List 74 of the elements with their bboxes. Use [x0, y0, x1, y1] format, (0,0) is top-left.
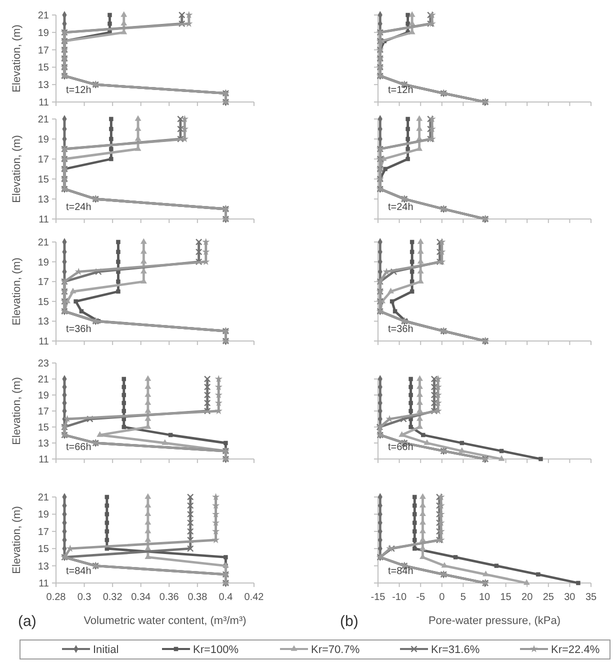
x-tick-label: -5 — [416, 592, 426, 603]
x-tick-label: 5 — [460, 592, 466, 603]
annotation: t=66h — [388, 442, 414, 453]
legend-label: Kr=22.4% — [551, 644, 600, 656]
y-axis-title: Elevation, (m) — [11, 377, 23, 445]
x-tick-label: 0.36 — [159, 592, 180, 603]
x-tick-label: 0.32 — [102, 592, 123, 603]
y-tick-label: 17 — [38, 277, 50, 288]
x-tick-label: 0.34 — [131, 592, 152, 603]
y-axis-title: Elevation, (m) — [11, 506, 23, 574]
y-tick-label: 13 — [38, 316, 50, 328]
x-tick-label: -15 — [370, 592, 386, 603]
x-tick-label: -10 — [392, 592, 407, 603]
x-tick-label: 0.3 — [77, 592, 92, 603]
x-tick-label: 0.28 — [46, 592, 66, 603]
x-tick-label: 15 — [500, 592, 512, 603]
x-tick-label: 20 — [522, 592, 534, 603]
annotation: t=24h — [388, 202, 414, 213]
y-tick-label: 17 — [38, 154, 50, 166]
y-tick-label: 15 — [38, 296, 50, 308]
y-tick-label: 21 — [38, 114, 50, 126]
y-tick-label: 21 — [38, 238, 50, 248]
y-tick-label: 13 — [38, 438, 50, 450]
annotation: t=12h — [388, 85, 414, 96]
annotation: t=36h — [66, 324, 92, 335]
annotation: t=12h — [66, 85, 92, 96]
annotation: t=24h — [66, 202, 92, 213]
y-tick-label: 19 — [38, 510, 50, 521]
y-tick-label: 17 — [38, 406, 50, 418]
y-tick-label: 19 — [38, 390, 50, 402]
y-tick-label: 19 — [38, 134, 50, 146]
y-tick-label: 11 — [38, 214, 50, 226]
y-tick-label: 17 — [38, 45, 50, 56]
x-axis-title: Pore-water pressure, (kPa) — [428, 615, 561, 627]
y-tick-label: 13 — [38, 80, 50, 92]
legend-label: Kr=31.6% — [431, 644, 480, 656]
y-tick-label: 15 — [38, 422, 50, 434]
legend-label: Initial — [93, 644, 119, 656]
text: (a) — [18, 613, 36, 630]
x-tick-label: 25 — [542, 592, 554, 603]
y-tick-label: 15 — [38, 174, 50, 186]
x-tick-label: 30 — [564, 592, 576, 603]
x-tick-label: 35 — [585, 592, 597, 603]
y-tick-label: 19 — [38, 28, 50, 39]
y-tick-label: 19 — [38, 257, 50, 268]
y-tick-label: 21 — [38, 374, 50, 386]
legend-label: Kr=70.7% — [311, 644, 360, 656]
x-tick-label: 10 — [478, 592, 490, 603]
y-tick-label: 11 — [38, 336, 50, 348]
x-tick-label: 0.42 — [244, 592, 264, 603]
x-tick-label: 0 — [439, 592, 446, 603]
x-tick-label: 0.4 — [218, 592, 234, 603]
y-tick-label: 11 — [38, 98, 50, 108]
y-axis-title: Elevation, (m) — [11, 24, 23, 92]
annotation: t=84h — [388, 566, 414, 577]
y-tick-label: 21 — [38, 10, 50, 22]
y-tick-label: 11 — [38, 578, 50, 590]
annotation: t=84h — [66, 566, 92, 577]
y-tick-label: 13 — [38, 194, 50, 206]
y-tick-label: 23 — [38, 358, 50, 370]
y-tick-label: 17 — [38, 526, 50, 538]
y-tick-label: 15 — [38, 62, 50, 74]
annotation: t=36h — [388, 324, 414, 335]
y-tick-label: 15 — [38, 544, 50, 556]
x-axis-title: Volumetric water content, (m³/m³) — [84, 615, 246, 627]
legend-label: Kr=100% — [193, 644, 239, 656]
y-tick-label: 13 — [38, 561, 50, 572]
y-tick-label: 11 — [38, 454, 50, 466]
text: (b) — [340, 613, 358, 630]
x-tick-label: 0.38 — [188, 592, 208, 603]
y-axis-title: Elevation, (m) — [11, 258, 23, 326]
y-tick-label: 21 — [38, 492, 50, 504]
y-axis-title: Elevation, (m) — [11, 135, 23, 203]
annotation: t=66h — [66, 442, 92, 453]
